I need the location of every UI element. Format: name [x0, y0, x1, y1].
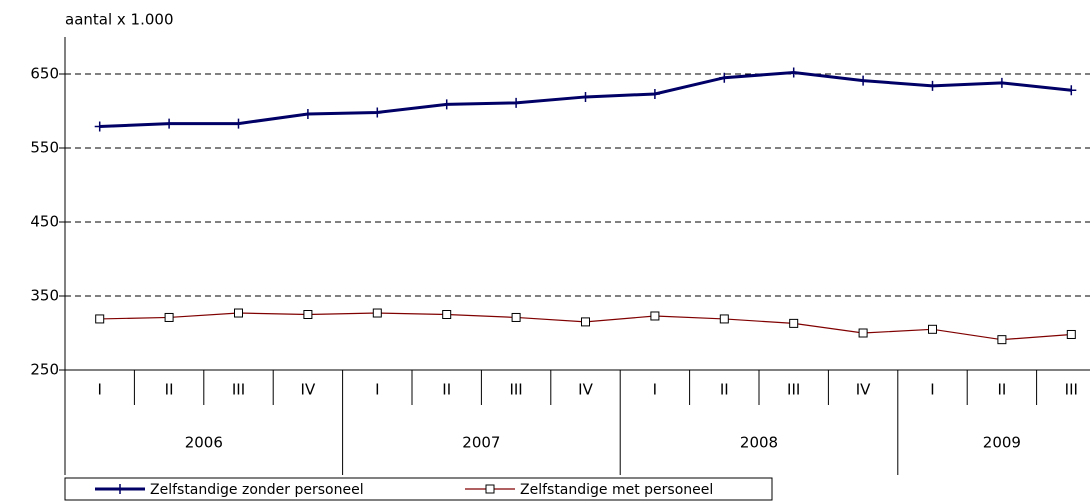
plus-marker — [927, 80, 938, 91]
legend-label: Zelfstandige met personeel — [520, 482, 713, 498]
point — [234, 308, 243, 318]
y-tick-label: 250 — [30, 361, 59, 379]
point — [302, 108, 313, 119]
point — [511, 312, 521, 322]
point — [858, 328, 868, 338]
point — [94, 121, 105, 132]
x-tick-label: II — [442, 381, 451, 399]
point — [164, 118, 175, 129]
point — [511, 97, 522, 108]
plus-marker — [511, 97, 522, 108]
x-tick-label: III — [787, 381, 800, 399]
legend-entry: Zelfstandige met personeel — [465, 482, 713, 498]
point — [485, 484, 495, 494]
legend-label: Zelfstandige zonder personeel — [150, 482, 364, 498]
plus-marker — [302, 108, 313, 119]
point — [1066, 329, 1076, 339]
x-tick-label: III — [1065, 381, 1078, 399]
group-label: 2007 — [462, 434, 500, 452]
x-tick-label: II — [997, 381, 1006, 399]
y-tick-label: 450 — [30, 213, 59, 231]
plus-marker — [441, 99, 452, 110]
point — [233, 118, 244, 129]
x-tick-label: IV — [578, 381, 593, 399]
point — [997, 335, 1007, 345]
y-tick-label: 350 — [30, 287, 59, 305]
point — [789, 318, 799, 328]
point — [996, 77, 1007, 88]
plus-marker — [719, 72, 730, 83]
x-tick-label: II — [165, 381, 174, 399]
point — [372, 107, 383, 118]
plus-marker — [94, 121, 105, 132]
group-label: 2008 — [740, 434, 778, 452]
x-tick-label: IV — [856, 381, 871, 399]
point — [372, 308, 382, 318]
point — [927, 80, 938, 91]
point — [1066, 85, 1077, 96]
legend-entry: Zelfstandige zonder personeel — [95, 482, 364, 498]
plus-marker — [649, 88, 660, 99]
point — [719, 72, 730, 83]
y-tick-label: 550 — [30, 139, 59, 157]
x-tick-label: I — [375, 381, 379, 399]
point — [303, 310, 313, 319]
point — [788, 67, 799, 78]
plus-marker — [996, 77, 1007, 88]
point — [858, 75, 869, 86]
plus-marker — [858, 75, 869, 86]
plus-marker — [580, 91, 591, 102]
x-tick-label: II — [720, 381, 729, 399]
group-label: 2006 — [185, 434, 223, 452]
point — [115, 484, 125, 494]
plus-marker — [233, 118, 244, 129]
point — [649, 88, 660, 99]
x-tick-label: III — [232, 381, 245, 399]
point — [650, 311, 660, 321]
group-label: 2009 — [983, 434, 1021, 452]
plus-marker — [372, 107, 383, 118]
point — [580, 91, 591, 102]
legend-box — [64, 477, 773, 501]
x-tick-label: III — [509, 381, 522, 399]
x-tick-label: I — [930, 381, 934, 399]
x-tick-label: I — [653, 381, 657, 399]
point — [719, 314, 729, 324]
point — [441, 99, 452, 110]
plus-marker — [788, 67, 799, 78]
plus-marker — [1066, 85, 1077, 96]
plus-marker — [164, 118, 175, 129]
point — [164, 312, 174, 322]
x-tick-label: I — [97, 381, 101, 399]
point — [95, 314, 105, 324]
x-tick-label: IV — [301, 381, 316, 399]
point — [928, 324, 937, 334]
point — [581, 317, 590, 327]
y-tick-label: 650 — [30, 65, 59, 83]
plus-marker — [115, 484, 125, 494]
point — [442, 310, 452, 319]
y-axis-label: aantal x 1.000 — [65, 11, 174, 29]
